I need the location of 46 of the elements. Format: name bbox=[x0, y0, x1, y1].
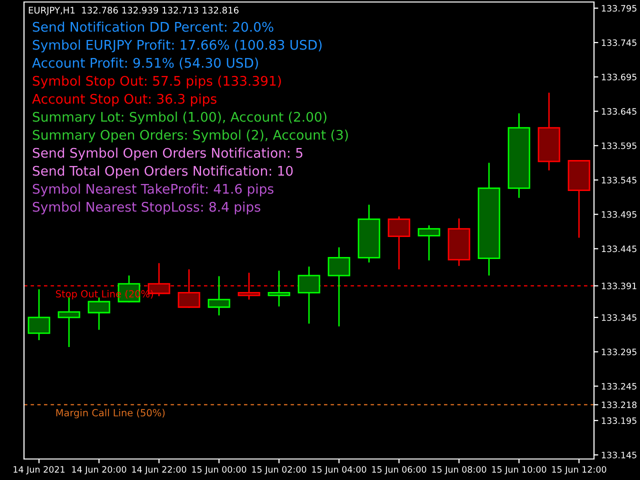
x-tick-label: 15 Jun 12:00 bbox=[552, 466, 606, 474]
candlestick bbox=[268, 270, 290, 306]
annotation: Send Symbol Open Orders Notification: 5 bbox=[32, 148, 302, 160]
annotation: Send Notification DD Percent: 20.0% bbox=[32, 22, 274, 32]
y-tick-label: 133.545 bbox=[602, 176, 636, 184]
y-tick-label: 133.695 bbox=[602, 74, 636, 80]
y-tick-label: 133.795 bbox=[602, 5, 636, 12]
y-tick-label: 133.391 bbox=[602, 282, 636, 290]
annotation: EURJPY,H1 132.786 132.939 132.713 132.816 bbox=[28, 6, 239, 16]
x-tick-label: 15 Jun 00:00 bbox=[192, 466, 246, 474]
y-tick-label: 133.495 bbox=[602, 211, 636, 218]
x-tick-label: 14 Jun 20:00 bbox=[72, 466, 126, 474]
candlestick bbox=[208, 276, 230, 316]
ref-line-label: Margin Call Line (50%) bbox=[56, 408, 165, 418]
annotation: Symbol EURJPY Profit: 17.66% (100.83 USD) bbox=[32, 40, 322, 52]
annotation: Account Profit: 9.51% (54.30 USD) bbox=[32, 58, 258, 70]
annotation: Symbol Nearest TakeProfit: 41.6 pips bbox=[32, 184, 274, 196]
y-tick-label: 133.245 bbox=[602, 382, 636, 390]
x-tick-label: 15 Jun 06:00 bbox=[372, 466, 426, 474]
y-tick-label: 133.295 bbox=[602, 348, 636, 356]
x-tick-label: 15 Jun 10:00 bbox=[492, 466, 546, 474]
candlestick bbox=[328, 247, 350, 326]
candlestick bbox=[298, 266, 320, 324]
annotation: Account Stop Out: 36.3 pips bbox=[32, 94, 216, 106]
y-tick-label: 133.345 bbox=[602, 314, 636, 321]
y-tick-label: 133.745 bbox=[602, 39, 636, 46]
candlestick bbox=[88, 297, 110, 330]
annotation: Summary Open Orders: Symbol (2), Account (3) bbox=[32, 130, 348, 142]
candlestick bbox=[28, 289, 50, 340]
annotation: Symbol Stop Out: 57.5 pips (133.391) bbox=[32, 76, 281, 88]
annotation: Summary Lot: Symbol (1.00), Account (2.00) bbox=[32, 112, 326, 124]
annotation: Send Total Open Orders Notification: 10 bbox=[32, 166, 293, 178]
candlestick bbox=[388, 216, 410, 270]
annotation: Symbol Nearest StopLoss: 8.4 pips bbox=[32, 202, 260, 214]
y-tick-label: 133.645 bbox=[602, 108, 636, 115]
x-tick-label: 14 Jun 2021 bbox=[14, 466, 65, 474]
candlestick bbox=[418, 225, 440, 260]
y-tick-label: 133.445 bbox=[602, 246, 636, 252]
x-tick-label: 15 Jun 04:00 bbox=[312, 466, 366, 474]
x-tick-label: 15 Jun 08:00 bbox=[432, 466, 486, 474]
y-tick-label: 133.145 bbox=[602, 452, 636, 458]
x-tick-label: 14 Jun 22:00 bbox=[132, 466, 186, 474]
x-tick-label: 15 Jun 02:00 bbox=[252, 466, 306, 474]
y-tick-label: 133.595 bbox=[602, 142, 636, 150]
y-tick-label: 133.195 bbox=[602, 417, 636, 424]
y-tick-label: 133.218 bbox=[602, 402, 637, 408]
